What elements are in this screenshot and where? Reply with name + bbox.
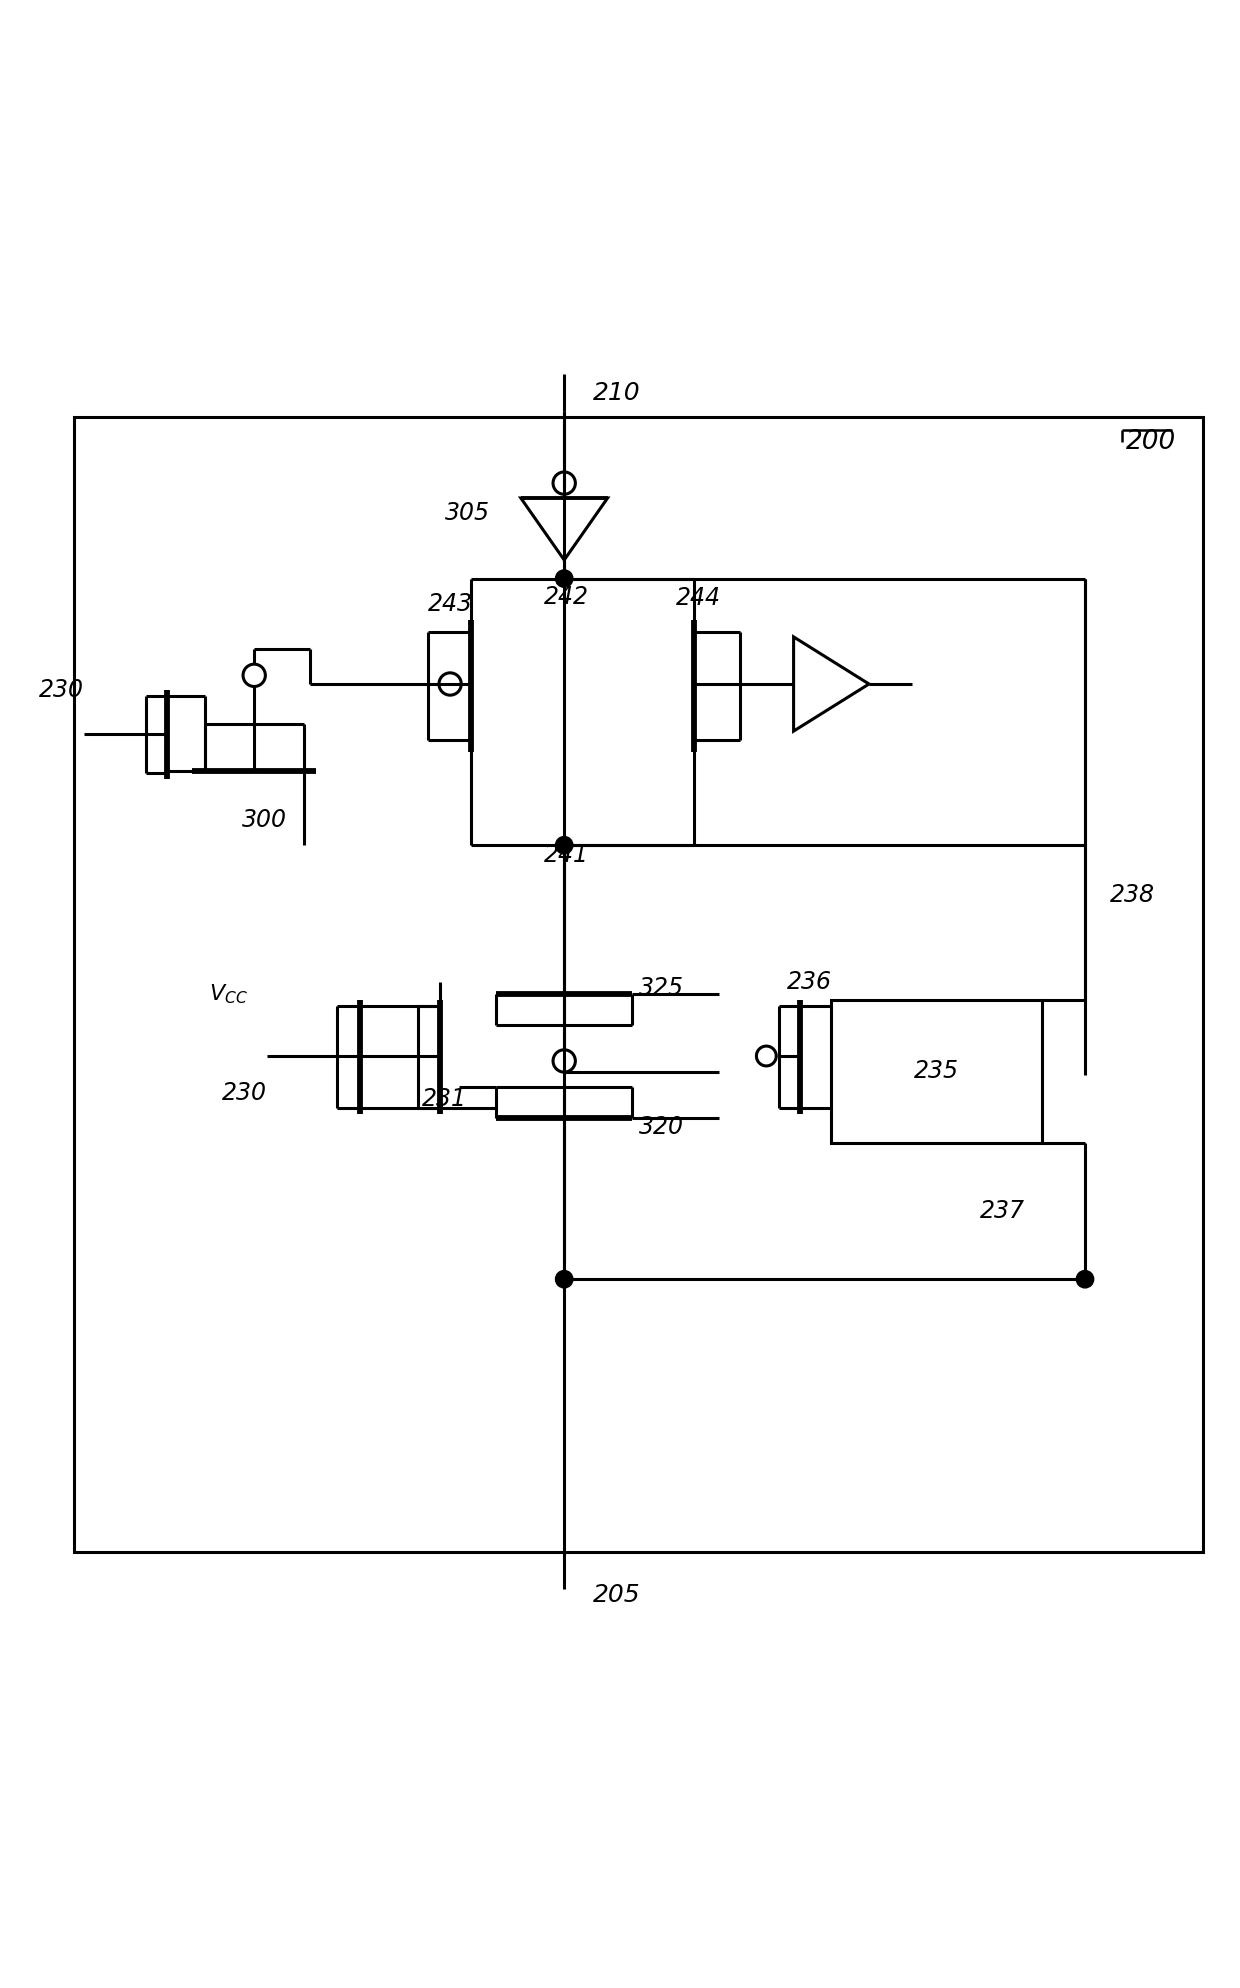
Text: 235: 235 bbox=[914, 1060, 959, 1083]
Text: 236: 236 bbox=[787, 970, 832, 994]
Text: 300: 300 bbox=[242, 807, 286, 833]
Text: $V_{CC}$: $V_{CC}$ bbox=[210, 982, 248, 1006]
Circle shape bbox=[556, 571, 573, 586]
Text: 230: 230 bbox=[40, 678, 84, 702]
Circle shape bbox=[556, 1270, 573, 1288]
Text: 320: 320 bbox=[639, 1115, 683, 1139]
Circle shape bbox=[556, 837, 573, 855]
Text: 231: 231 bbox=[422, 1087, 466, 1111]
Text: 243: 243 bbox=[428, 592, 472, 616]
Text: 205: 205 bbox=[593, 1582, 640, 1608]
Text: 242: 242 bbox=[544, 584, 589, 608]
Text: 241: 241 bbox=[544, 843, 589, 867]
Text: 238: 238 bbox=[1110, 883, 1154, 907]
Text: 244: 244 bbox=[676, 586, 720, 610]
Text: 237: 237 bbox=[980, 1199, 1024, 1223]
Text: 230: 230 bbox=[222, 1081, 267, 1105]
Circle shape bbox=[1076, 1270, 1094, 1288]
Text: 200: 200 bbox=[1126, 429, 1177, 455]
Bar bbox=[831, 1000, 1042, 1143]
Text: 305: 305 bbox=[445, 501, 490, 525]
Text: 325: 325 bbox=[639, 976, 683, 1000]
Text: 210: 210 bbox=[593, 380, 640, 406]
